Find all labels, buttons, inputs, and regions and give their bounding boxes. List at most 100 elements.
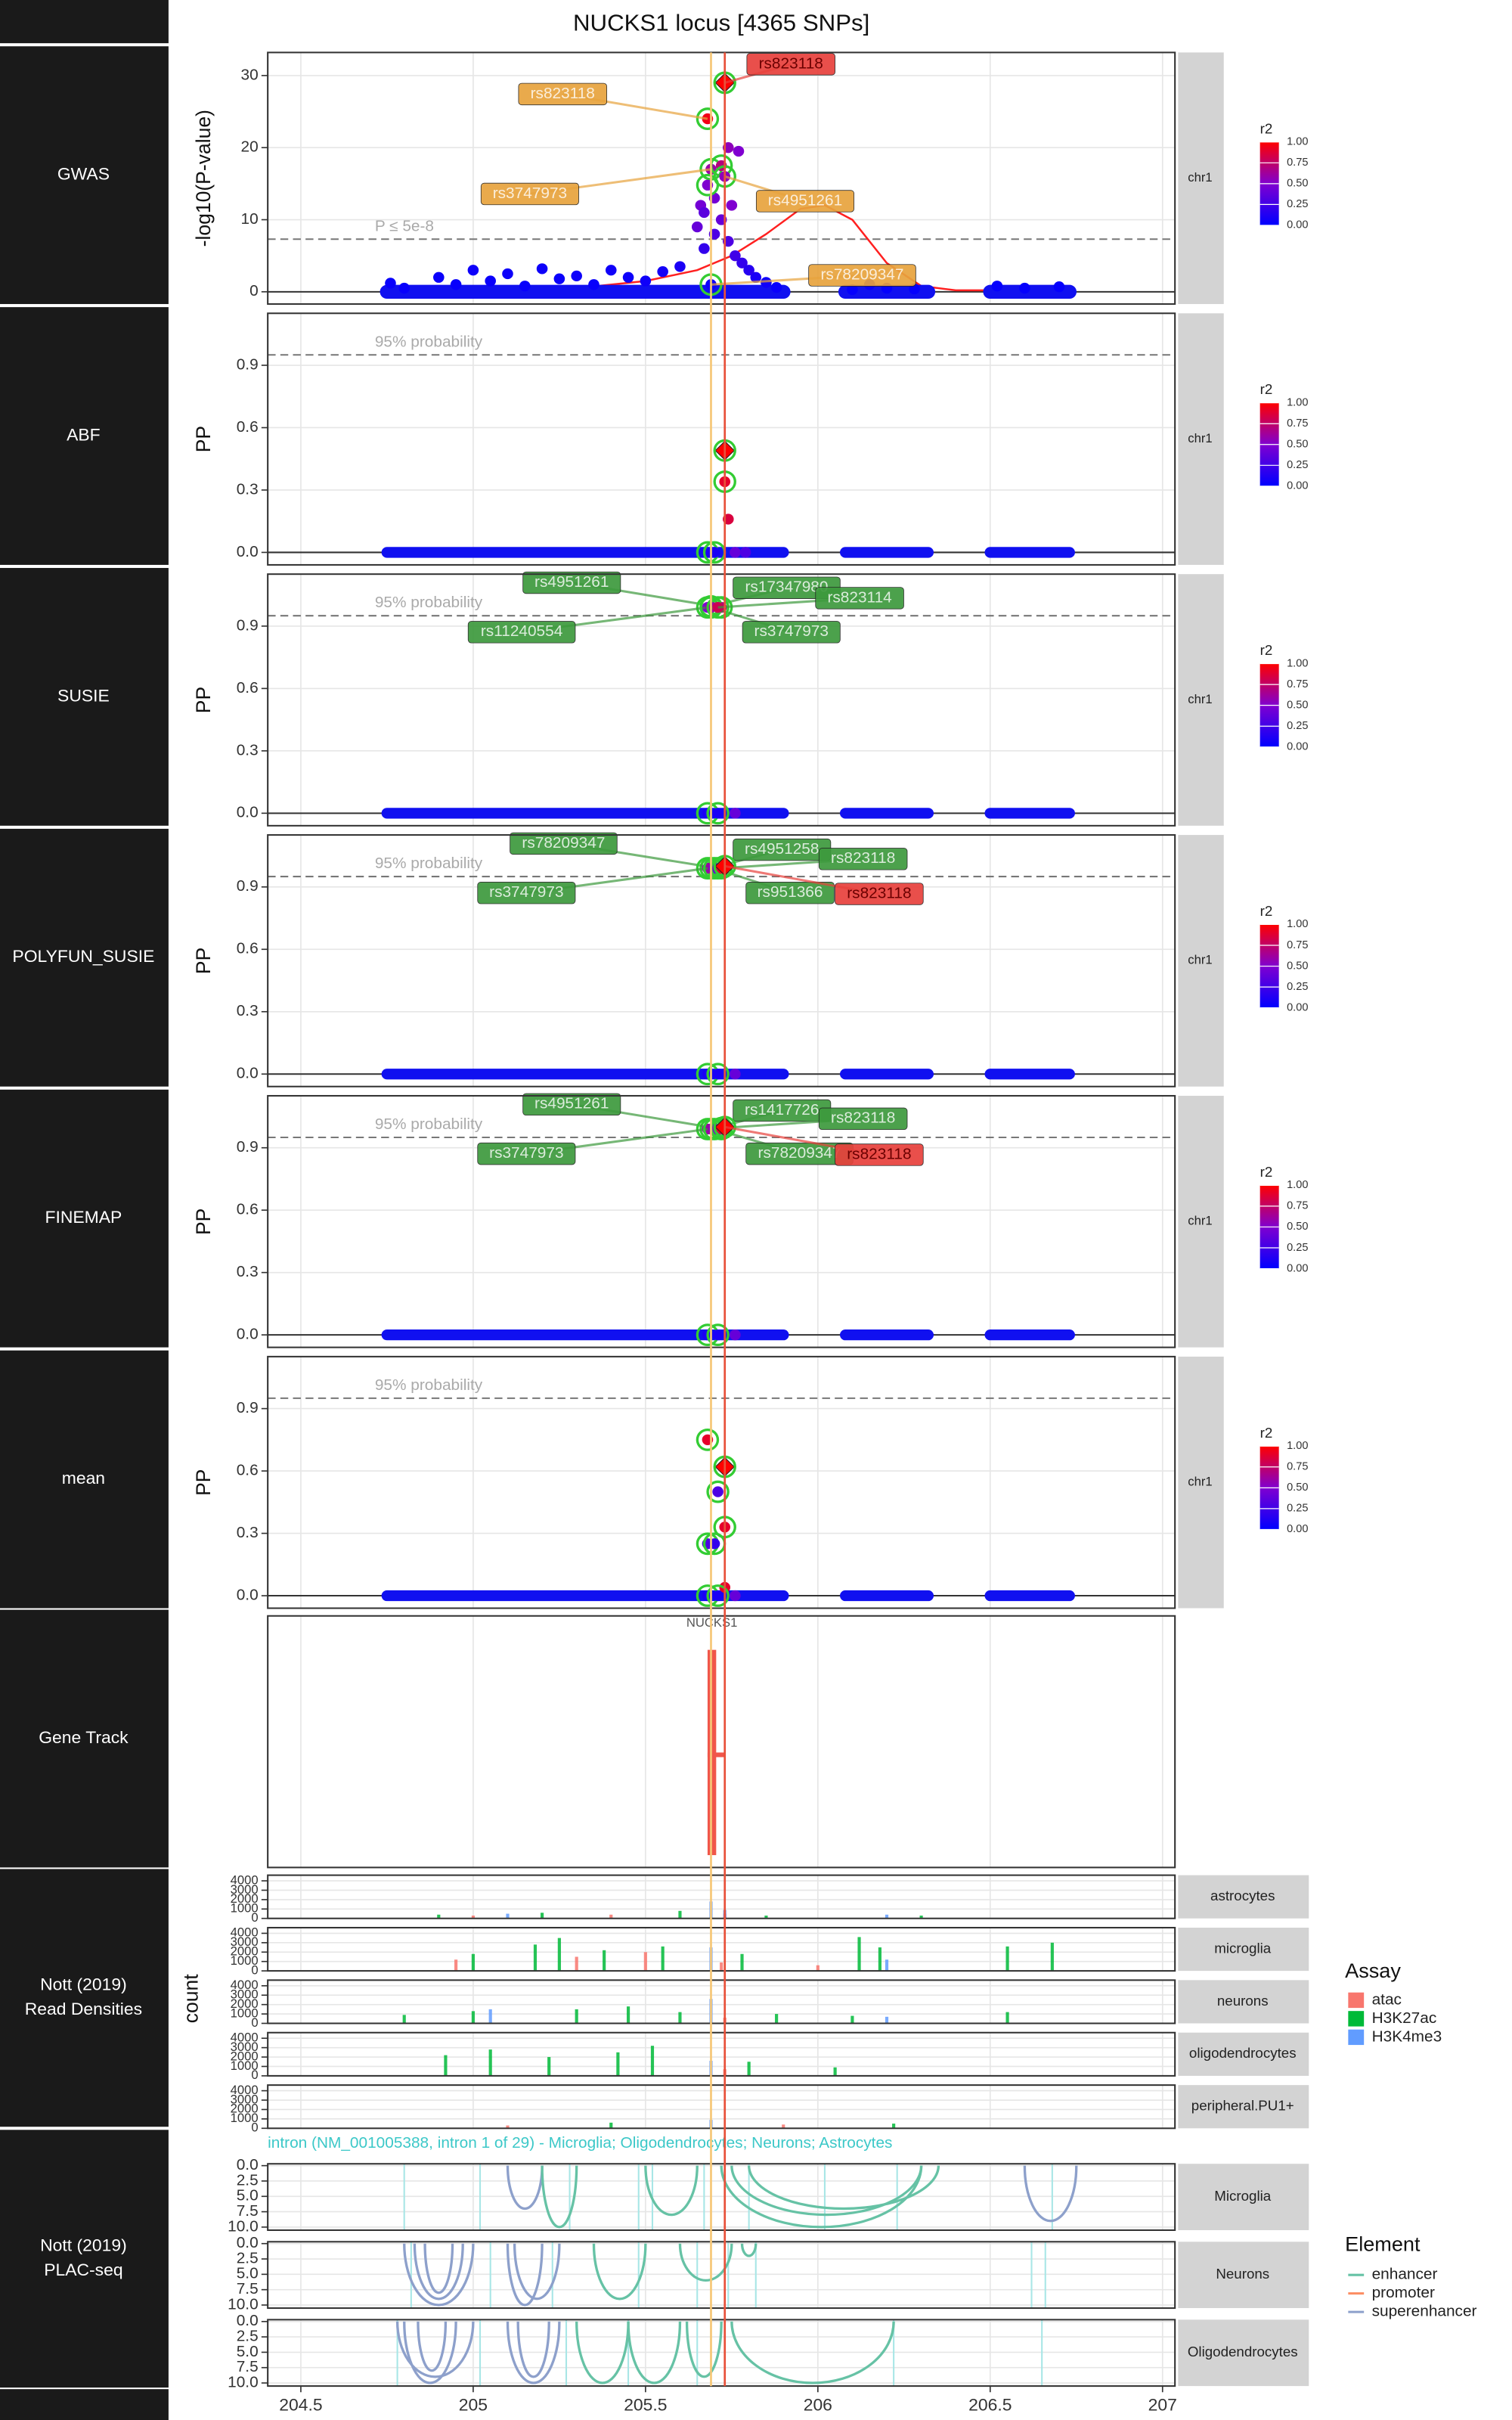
legend-label: promoter <box>1372 2284 1435 2301</box>
facet-label: chr1 <box>1188 954 1212 967</box>
facet-label: astrocytes <box>1210 1888 1275 1903</box>
snp-point <box>712 1486 723 1497</box>
label-box <box>522 1093 621 1116</box>
facet-strip <box>1178 2242 1309 2309</box>
legend-label: 0.50 <box>1287 700 1308 712</box>
x-tick-label: 207 <box>1148 2395 1177 2415</box>
label-box <box>742 621 841 644</box>
density-peak <box>775 2014 779 2024</box>
y-tick-label: 2000 <box>231 2050 259 2064</box>
facet-label: chr1 <box>1188 1215 1212 1228</box>
facet-label: Oligodendrocytes <box>1188 2344 1298 2360</box>
label-spacer <box>0 0 169 44</box>
row-label: FINEMAP <box>45 1207 122 1227</box>
y-tick-label: 0 <box>249 282 259 299</box>
label-box <box>467 621 576 644</box>
legend-label: atac <box>1372 1990 1402 2008</box>
snp-label: rs4951261 <box>534 573 609 591</box>
legend-label: superenhancer <box>1372 2303 1477 2320</box>
legend-label: 0.75 <box>1287 157 1308 169</box>
facet-label: Microglia <box>1214 2188 1272 2204</box>
snp-point <box>730 1069 741 1080</box>
credible-set-ring <box>696 1428 720 1451</box>
x-tick-label: 206.5 <box>968 2395 1012 2415</box>
snp-label: rs78209347 <box>820 266 903 284</box>
label-box <box>522 571 621 594</box>
track-title: intron (NM_001005388, intron 1 of 29) - … <box>268 2134 892 2152</box>
interaction-arc <box>720 2165 923 2229</box>
legend-label: 1.00 <box>1287 918 1308 930</box>
panel-border <box>267 2241 1176 2310</box>
label-box <box>818 848 908 870</box>
snp-point <box>730 250 741 262</box>
density-peak <box>740 1953 744 1972</box>
y-tick-label: 0 <box>251 2121 258 2135</box>
snp-point <box>1019 282 1030 294</box>
snp-point <box>736 257 748 268</box>
legend-label: 0.75 <box>1287 678 1308 690</box>
facet-label: chr1 <box>1188 693 1212 706</box>
threshold-label: 95% probability <box>375 855 483 872</box>
panel-background <box>268 1875 1176 1919</box>
snp-point <box>712 1590 723 1602</box>
interaction-arc <box>575 2321 630 2384</box>
density-peak <box>782 2124 785 2129</box>
facet-strip <box>1178 2032 1309 2076</box>
legend-title: r2 <box>1260 1425 1273 1441</box>
y-tick-label: 2000 <box>231 1892 259 1906</box>
y-tick-label: 3000 <box>231 1988 259 2002</box>
density-peak <box>547 2057 551 2076</box>
y-tick-label: 2.5 <box>237 2172 259 2189</box>
legend-label: 0.75 <box>1287 1200 1308 1212</box>
row-label-box <box>0 828 169 1087</box>
y-tick-label: 1000 <box>231 2007 259 2021</box>
x-tick-label: 205 <box>459 2395 488 2415</box>
facet-label: oligodendrocytes <box>1189 2045 1297 2061</box>
snp-label: rs3747973 <box>489 883 563 901</box>
y-tick-label: 0.9 <box>237 877 259 895</box>
snp-label: rs11240554 <box>481 622 562 640</box>
panel-background <box>268 2032 1176 2076</box>
interaction-arc <box>678 2243 733 2282</box>
y-tick-label: 3000 <box>231 2040 259 2054</box>
legend-label: 0.50 <box>1287 1481 1308 1494</box>
facet-strip <box>1178 52 1224 305</box>
density-peak <box>720 1962 723 1972</box>
label-box <box>518 82 608 106</box>
y-tick-label: 4000 <box>231 2083 259 2097</box>
snp-point <box>1053 281 1065 293</box>
interaction-arc <box>506 2321 561 2384</box>
legend-label: 0.25 <box>1287 981 1308 993</box>
y-tick-label: 0.0 <box>237 2234 259 2251</box>
density-peak <box>919 1916 923 1919</box>
interaction-arc <box>403 2243 475 2307</box>
interaction-arc <box>730 2321 895 2384</box>
legend-label: 0.25 <box>1287 1503 1308 1515</box>
row-label: Nott (2019) <box>40 1975 127 1994</box>
interaction-arc <box>541 2165 578 2228</box>
chart-title: NUCKS1 locus [4365 SNPs] <box>573 10 869 36</box>
snp-point <box>605 265 617 276</box>
panel-background <box>268 313 1176 565</box>
panel-border <box>267 1355 1176 1609</box>
snp-point <box>588 279 600 290</box>
y-tick-label: 2.5 <box>237 2328 259 2345</box>
snp-label: rs823118 <box>759 55 823 73</box>
legend-label: 0.00 <box>1287 1262 1308 1274</box>
density-peak <box>488 2049 492 2076</box>
label-spacer <box>0 2389 169 2420</box>
interaction-arc <box>513 2243 561 2301</box>
snp-label: rs823118 <box>831 1109 895 1127</box>
interaction-arc <box>644 2165 699 2217</box>
y-tick-label: 7.5 <box>237 2202 259 2220</box>
interaction-arc <box>506 2165 544 2211</box>
y-tick-label: 0.9 <box>237 1399 259 1416</box>
density-peak <box>833 2067 837 2076</box>
snp-point <box>640 275 652 287</box>
density-peak <box>878 1947 881 1972</box>
y-tick-label: 0 <box>251 1911 258 1925</box>
y-tick-label: 7.5 <box>237 2358 259 2375</box>
density-peak <box>575 1956 578 1972</box>
y-axis-title: count <box>179 1974 202 2023</box>
